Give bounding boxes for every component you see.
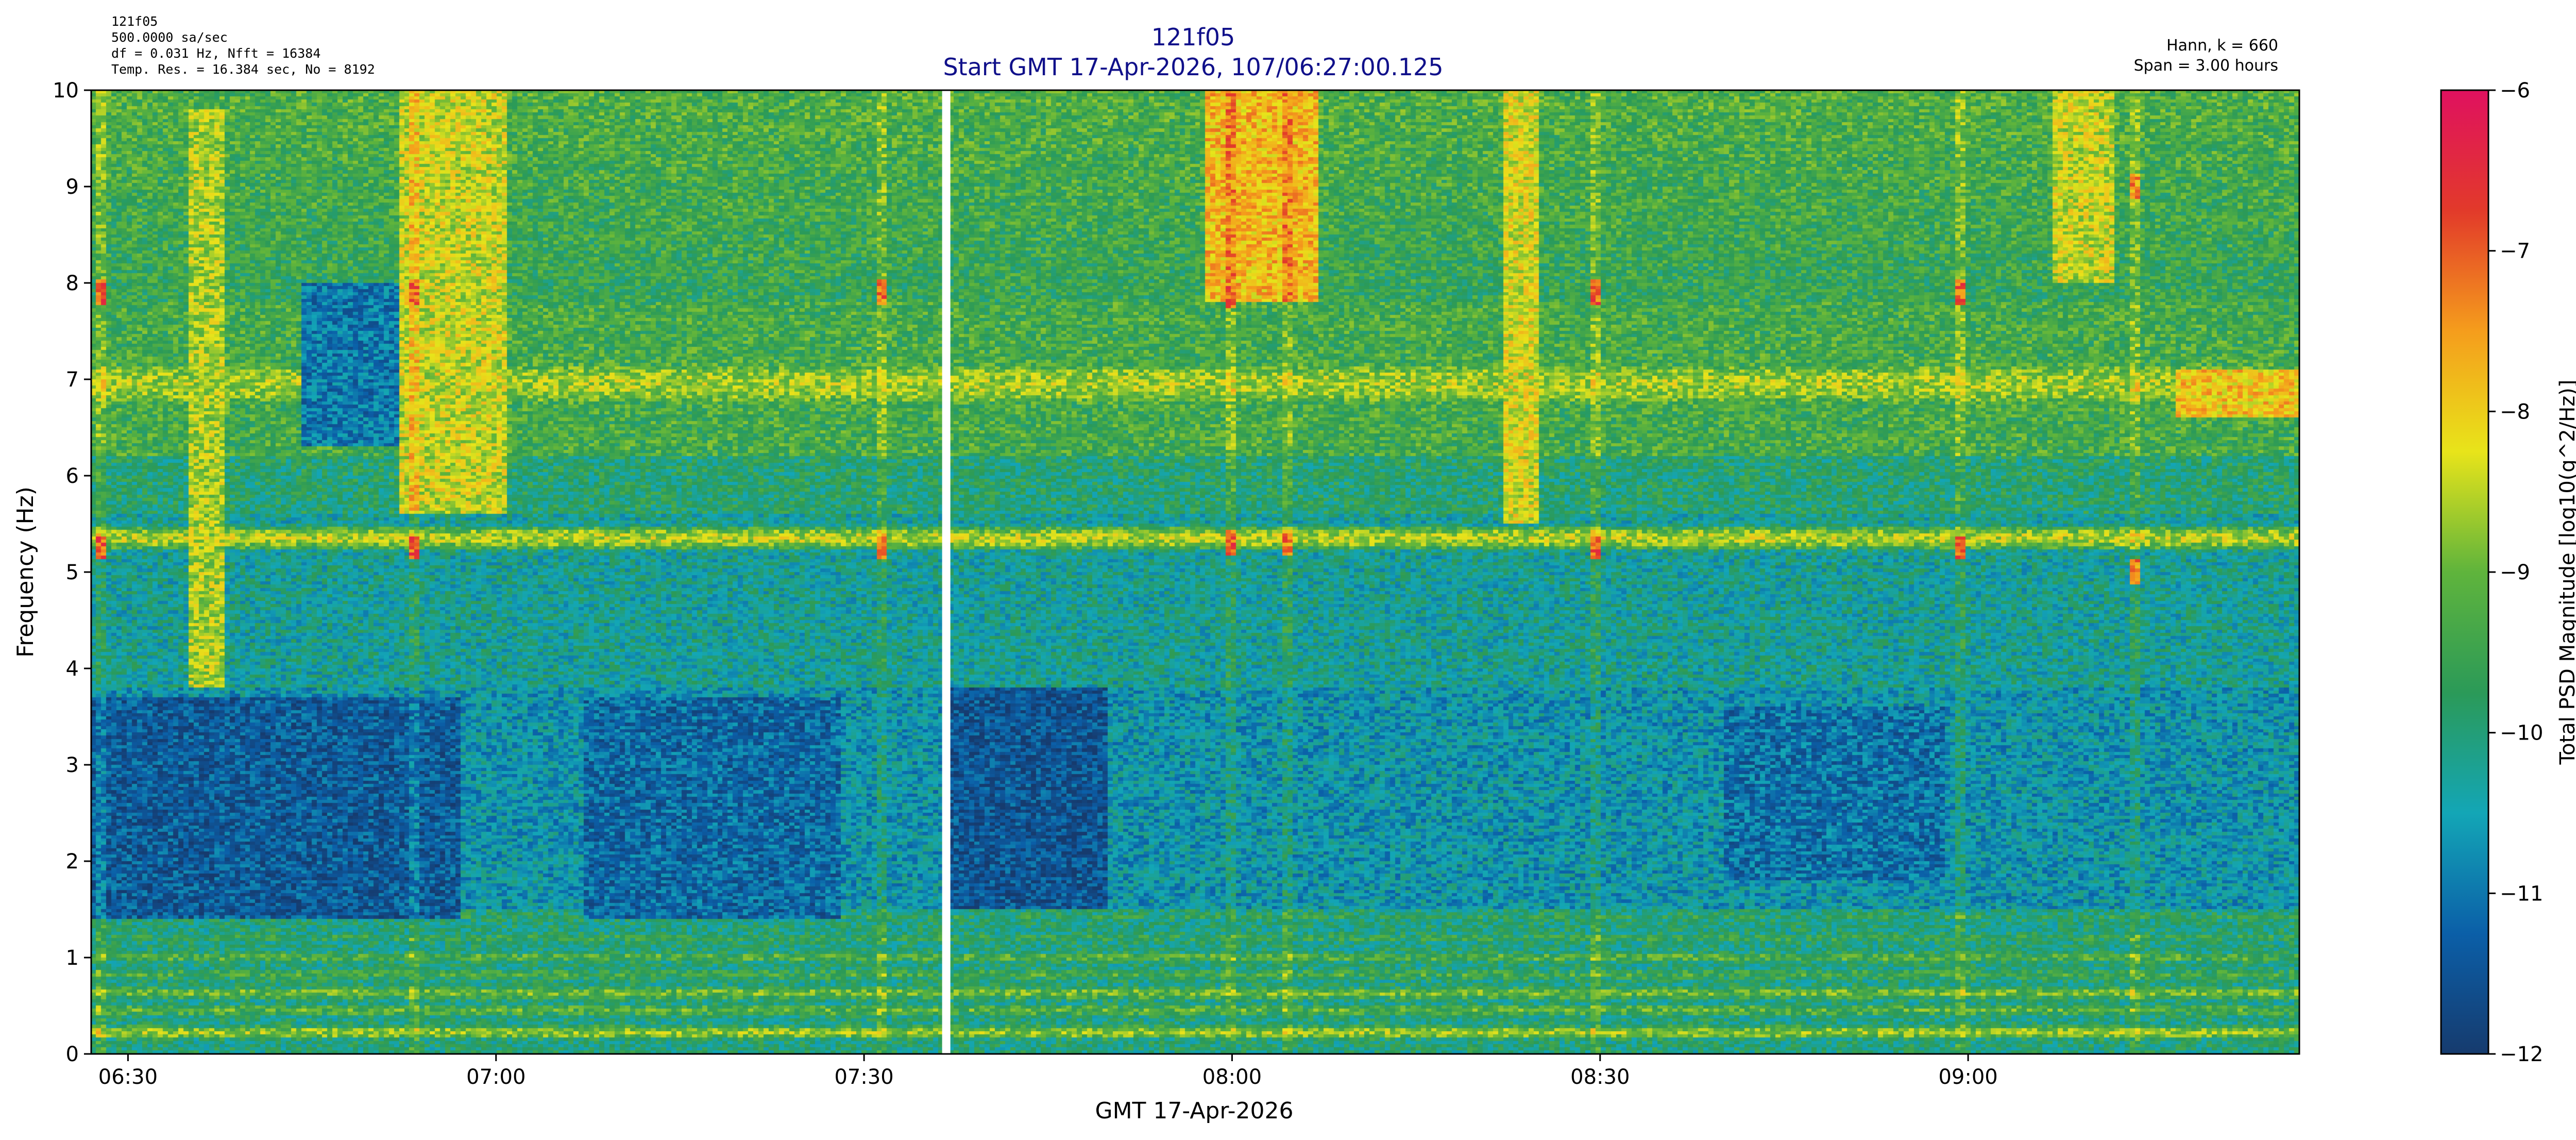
x-tick-label: 06:30 — [98, 1065, 158, 1089]
y-axis-label: Frequency (Hz) — [12, 487, 39, 658]
colorbar-tick-label: −9 — [2500, 561, 2530, 584]
x-tick-label: 08:00 — [1202, 1065, 1262, 1089]
y-tick-label: 2 — [66, 850, 79, 874]
x-tick-label: 07:00 — [466, 1065, 526, 1089]
x-axis-label: GMT 17-Apr-2026 — [1095, 1098, 1294, 1124]
info-right-line-1: Hann, k = 660 — [2166, 37, 2278, 55]
y-tick-label: 9 — [66, 175, 79, 199]
colorbar: −12 −11 −10 −9 −8 −7 −6 — [2440, 79, 2543, 1066]
y-axis: 0 1 2 3 4 5 6 7 8 9 10 — [53, 79, 91, 1066]
colorbar-tick-label: −8 — [2500, 400, 2530, 424]
chart-title: 121f05 — [1151, 23, 1235, 51]
x-axis: 06:30 07:00 07:30 08:00 08:30 09:00 — [98, 1054, 1998, 1089]
chart-subtitle: Start GMT 17-Apr-2026, 107/06:27:00.125 — [943, 53, 1443, 81]
colorbar-tick-label: −7 — [2500, 240, 2530, 263]
y-tick-label: 6 — [66, 464, 79, 488]
colorbar-tick-label: −12 — [2500, 1043, 2543, 1066]
colorbar-label: Total PSD Magnitude [log10(g^2/Hz)] — [2556, 380, 2576, 765]
y-tick-label: 0 — [66, 1043, 79, 1066]
colorbar-tick-label: −6 — [2500, 79, 2530, 103]
colorbar-bar — [2440, 89, 2489, 1055]
y-tick-label: 8 — [66, 272, 79, 295]
heatmap-image — [91, 90, 2299, 1054]
y-tick-label: 7 — [66, 368, 79, 392]
spectrogram-plot — [90, 89, 2300, 1055]
y-tick-label: 3 — [66, 753, 79, 777]
info-left-line-4: Temp. Res. = 16.384 sec, No = 8192 — [111, 62, 375, 77]
info-left-line-1: 121f05 — [111, 14, 158, 29]
y-tick-label: 10 — [53, 79, 79, 103]
x-tick-label: 08:30 — [1570, 1065, 1630, 1089]
y-tick-label: 4 — [66, 657, 79, 681]
info-right-line-2: Span = 3.00 hours — [2134, 57, 2278, 75]
colorbar-tick-label: −11 — [2500, 882, 2543, 906]
info-left-line-2: 500.0000 sa/sec — [111, 30, 228, 45]
x-tick-label: 07:30 — [834, 1065, 893, 1089]
x-tick-label: 09:00 — [1938, 1065, 1997, 1089]
y-tick-label: 5 — [66, 561, 79, 584]
colorbar-tick-label: −10 — [2500, 722, 2543, 745]
data-gap — [942, 90, 951, 1054]
info-left-line-3: df = 0.031 Hz, Nfft = 16384 — [111, 46, 320, 61]
y-tick-label: 1 — [66, 946, 79, 970]
